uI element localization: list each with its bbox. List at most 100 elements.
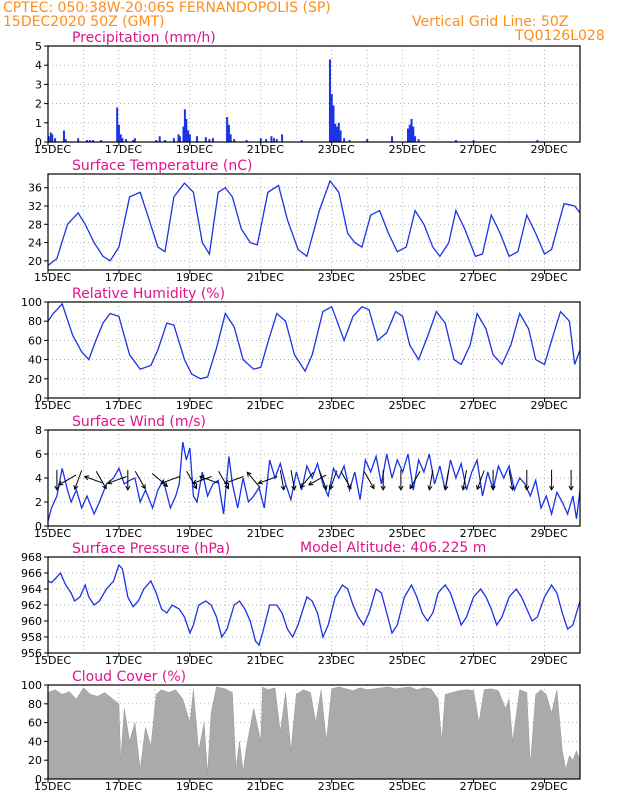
precip-bar — [117, 124, 120, 142]
x-tick-label: 17DEC — [105, 271, 142, 284]
precip-bar — [536, 140, 539, 142]
wind-arrow — [443, 470, 450, 491]
panel-frame — [47, 429, 581, 527]
precip-bar — [336, 126, 339, 142]
panel-frame — [47, 173, 581, 271]
wind-arrow — [427, 470, 434, 491]
precip-bar — [64, 139, 67, 142]
precip-bar — [337, 122, 340, 142]
x-tick-label: 21DEC — [247, 399, 284, 412]
x-tick-label: 29DEC — [531, 780, 568, 793]
x-tick-label: 21DEC — [247, 143, 284, 156]
y-tick-label: 2 — [35, 98, 42, 111]
precip-bar — [133, 138, 136, 142]
cloud-cover-area — [47, 686, 581, 780]
precip-bar — [187, 130, 190, 142]
header-station: CPTEC: 050:38W-20:06S FERNANDOPOLIS (SP) — [3, 0, 331, 16]
panel-2: 20 24 28 32 36 15DEC 17DEC 19DEC 21DEC 23DEC 25DEC… — [28, 158, 581, 284]
precip-bar — [412, 126, 415, 142]
y-tick-label: 0 — [35, 136, 42, 149]
y-tick-label: 2 — [35, 496, 42, 509]
wind-arrow — [490, 469, 496, 491]
precip-bar — [51, 134, 54, 142]
precip-bar — [391, 136, 394, 142]
panel-frame — [47, 556, 581, 654]
x-tick-label: 25DEC — [389, 143, 426, 156]
precip-bar — [208, 139, 211, 142]
wind-arrow — [290, 470, 297, 491]
y-tick-label: 3 — [35, 78, 42, 91]
y-tick-label: 1 — [35, 117, 42, 130]
x-tick-label: 23DEC — [318, 780, 355, 793]
precip-bar — [259, 138, 262, 142]
y-tick-label: 958 — [21, 631, 42, 644]
precip-bar — [343, 138, 346, 142]
wind-arrow — [134, 471, 146, 490]
x-tick-label: 25DEC — [389, 527, 426, 540]
y-tick-label: 0 — [35, 392, 42, 405]
y-tick-label: 20 — [28, 255, 42, 268]
wind-arrow — [328, 470, 338, 491]
y-tick-label: 100 — [21, 296, 42, 309]
precip-bar — [182, 126, 185, 142]
precip-bar — [195, 136, 198, 142]
precip-bar — [92, 140, 95, 142]
x-tick-label: 27DEC — [460, 399, 497, 412]
wind-arrow — [199, 475, 219, 484]
precip-bar — [54, 138, 57, 142]
panel-title: Surface Wind (m/s) — [72, 414, 206, 430]
precip-bar — [183, 109, 186, 142]
precip-bar — [62, 130, 65, 142]
y-tick-label: 5 — [35, 40, 42, 53]
header-grid-note: Vertical Grid Line: 50Z — [412, 14, 568, 30]
x-tick-label: 15DEC — [34, 399, 71, 412]
precip-bar — [116, 107, 119, 142]
precip-bar — [172, 138, 175, 142]
x-tick-label: 15DEC — [34, 271, 71, 284]
x-tick-label: 23DEC — [318, 527, 355, 540]
wind-arrow — [73, 470, 83, 491]
x-tick-label: 15DEC — [34, 780, 71, 793]
precip-bar — [300, 140, 303, 142]
precip-bar — [233, 139, 236, 142]
y-tick-label: 20 — [28, 754, 42, 767]
wind-arrow — [257, 476, 278, 485]
x-tick-label: 21DEC — [247, 654, 284, 667]
header-date: 15DEC2020 50Z (GMT) — [3, 14, 165, 30]
precip-bar — [204, 137, 207, 142]
panel-6: 0 20 40 60 80 100 15DEC 17DEC 19DEC 21DEC 23DEC 25D… — [21, 669, 581, 793]
y-tick-label: 60 — [28, 334, 42, 347]
precip-bar — [158, 136, 161, 142]
precip-bar — [47, 136, 50, 142]
precip-bar — [417, 139, 420, 142]
x-tick-label: 19DEC — [176, 271, 213, 284]
panel-1: 0 1 2 3 4 5 15DEC 17DEC 19DEC 21DEC 23DEC 25DEC 27DE… — [34, 30, 581, 156]
precip-bar — [270, 136, 273, 142]
y-tick-label: 32 — [28, 200, 42, 213]
y-tick-label: 80 — [28, 698, 42, 711]
wind-arrow — [363, 471, 375, 490]
wind-arrow — [299, 471, 314, 489]
x-tick-label: 25DEC — [389, 780, 426, 793]
y-tick-label: 968 — [21, 551, 42, 564]
model-altitude: Model Altitude: 406.225 m — [300, 540, 486, 556]
precip-bar — [339, 130, 342, 142]
wind-arrow — [398, 469, 404, 491]
precip-bar — [121, 138, 124, 142]
y-tick-label: 40 — [28, 354, 42, 367]
wind-arrow — [476, 470, 485, 491]
x-tick-label: 15DEC — [34, 527, 71, 540]
x-tick-label: 17DEC — [105, 654, 142, 667]
precip-bar — [211, 138, 214, 142]
x-tick-label: 25DEC — [389, 399, 426, 412]
precip-bar — [328, 59, 331, 142]
precip-bar — [348, 140, 351, 142]
x-tick-label: 25DEC — [389, 271, 426, 284]
wind-arrow — [223, 476, 244, 485]
wind-arrow — [160, 476, 180, 485]
panel-frame — [47, 684, 581, 780]
precip-bar — [125, 139, 128, 142]
wind-arrow — [246, 471, 261, 488]
y-tick-label: 4 — [35, 472, 42, 485]
x-tick-label: 25DEC — [389, 654, 426, 667]
